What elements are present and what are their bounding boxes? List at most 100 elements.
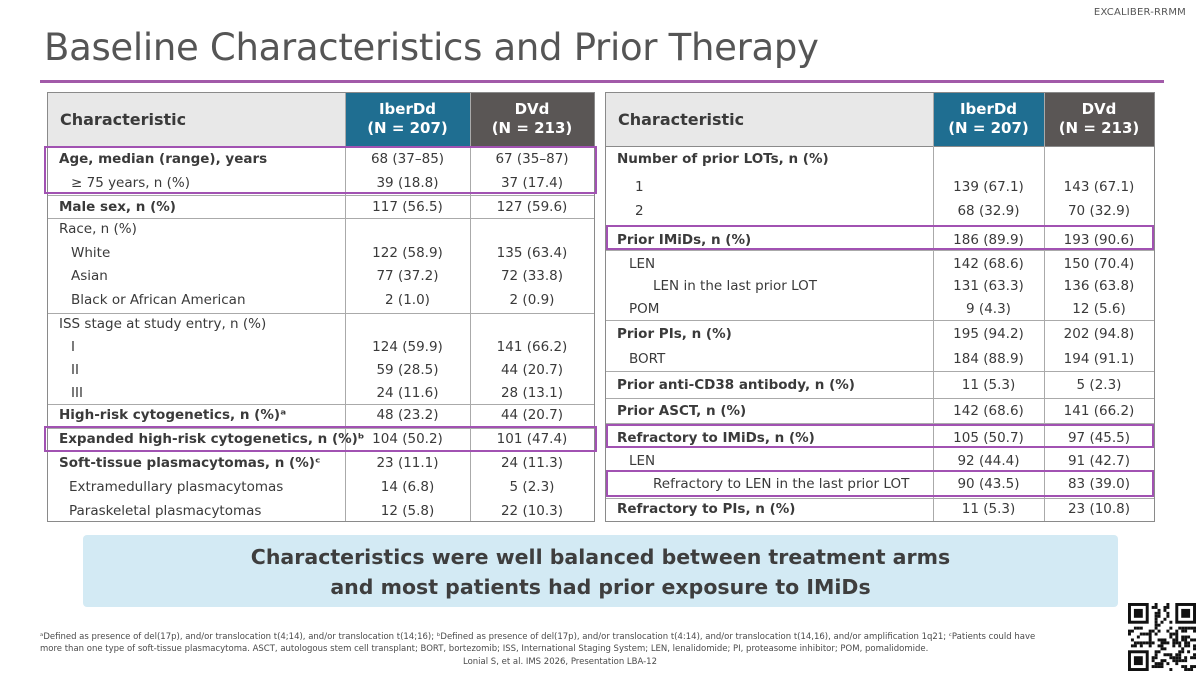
row-label: Refractory to PIs, n (%): [617, 501, 796, 517]
value-dvd: 5 (2.3): [509, 479, 555, 495]
column-divider: [933, 93, 934, 521]
row-label: III: [71, 385, 83, 401]
row-label: High-risk cytogenetics, n (%)ᵃ: [59, 407, 287, 423]
row-label: ≥ 75 years, n (%): [71, 175, 191, 191]
header-dvd-n: (N = 213): [491, 119, 573, 137]
row-label: II: [71, 362, 79, 378]
value-iberdd: 12 (5.8): [380, 503, 435, 519]
row-divider: [48, 313, 594, 314]
value-iberdd: 77 (37.2): [376, 268, 439, 284]
value-dvd: 141 (66.2): [1063, 403, 1135, 419]
value-iberdd: 122 (58.9): [372, 245, 443, 261]
highlight-box: [606, 424, 1154, 448]
row-divider: [48, 428, 594, 429]
value-iberdd: 11 (5.3): [961, 377, 1016, 393]
row-label: Refractory to IMiDs, n (%): [617, 430, 815, 446]
value-dvd: 101 (47.4): [496, 431, 568, 447]
header-iberdd-name: IberDd: [959, 100, 1018, 118]
header-characteristic: Characteristic: [606, 93, 933, 147]
value-iberdd: 105 (50.7): [953, 430, 1024, 446]
row-divider: [606, 423, 1154, 424]
value-dvd: 97 (45.5): [1067, 430, 1131, 446]
header-iberdd-name: IberDd: [378, 100, 437, 118]
value-iberdd: 14 (6.8): [380, 479, 435, 495]
value-dvd: 2 (0.9): [509, 292, 555, 308]
value-dvd: 72 (33.8): [500, 268, 564, 284]
row-label: I: [71, 339, 75, 355]
row-divider: [48, 404, 594, 405]
value-iberdd: 184 (88.9): [953, 351, 1024, 367]
value-iberdd: 139 (67.1): [953, 179, 1024, 195]
value-dvd: 202 (94.8): [1063, 326, 1135, 342]
header-iberdd: IberDd (N = 207): [933, 93, 1044, 147]
header-dvd-name: DVd: [1081, 100, 1117, 118]
row-label: 2: [635, 203, 644, 219]
row-divider: [606, 371, 1154, 372]
highlight-box: [606, 470, 1154, 497]
title-divider: [40, 80, 1164, 83]
value-dvd: 67 (35–87): [495, 151, 569, 167]
row-label: Extramedullary plasmacytomas: [69, 479, 284, 495]
value-iberdd: 90 (43.5): [957, 476, 1020, 492]
baseline-characteristics-table: Characteristic IberDd (N = 207) DVd (N =…: [44, 92, 597, 522]
value-dvd: 44 (20.7): [500, 362, 564, 378]
value-dvd: 91 (42.7): [1067, 453, 1131, 469]
row-label: Asian: [71, 268, 108, 284]
page-title: Baseline Characteristics and Prior Thera…: [44, 26, 819, 69]
citation: Lonial S, et al. IMS 2026, Presentation …: [463, 657, 657, 667]
value-iberdd: 9 (4.3): [966, 301, 1011, 317]
row-label: Paraskeletal plasmacytomas: [69, 503, 262, 519]
row-label: Prior anti-CD38 antibody, n (%): [617, 377, 855, 393]
value-iberdd: 186 (89.9): [953, 232, 1024, 248]
highlight-box: [44, 146, 597, 194]
row-label: LEN: [629, 453, 656, 469]
header-characteristic-label: Characteristic: [60, 110, 187, 129]
row-divider: [48, 218, 594, 219]
header-characteristic-label: Characteristic: [618, 110, 745, 129]
value-dvd: 136 (63.8): [1063, 278, 1135, 294]
row-label: Male sex, n (%): [59, 199, 176, 215]
value-iberdd: 11 (5.3): [961, 501, 1016, 517]
highlight-box: [44, 426, 597, 452]
header-characteristic: Characteristic: [48, 93, 345, 147]
row-label: Prior PIs, n (%): [617, 326, 732, 342]
key-takeaway-banner: Characteristics were well balanced betwe…: [83, 535, 1118, 607]
footnote-line-2: more than one type of soft-tissue plasma…: [40, 644, 929, 654]
value-dvd: 141 (66.2): [496, 339, 568, 355]
value-iberdd: 59 (28.5): [376, 362, 439, 378]
value-dvd: 23 (10.8): [1067, 501, 1131, 517]
header-dvd: DVd (N = 213): [1044, 93, 1154, 147]
value-iberdd: 23 (11.1): [376, 455, 439, 471]
header-iberdd-n: (N = 207): [367, 119, 448, 137]
value-iberdd: 24 (11.6): [376, 385, 439, 401]
row-label: BORT: [629, 351, 666, 367]
row-divider: [606, 398, 1154, 399]
header-dvd-n: (N = 213): [1058, 119, 1140, 137]
value-dvd: 143 (67.1): [1063, 179, 1135, 195]
value-iberdd: 195 (94.2): [953, 326, 1024, 342]
row-label: Prior IMiDs, n (%): [617, 232, 752, 248]
row-label: White: [71, 245, 111, 261]
row-divider: [606, 320, 1154, 321]
row-label: LEN in the last prior LOT: [653, 278, 818, 294]
row-divider: [48, 195, 594, 196]
value-iberdd: 104 (50.2): [372, 431, 443, 447]
row-label: ISS stage at study entry, n (%): [59, 316, 267, 332]
row-label: Soft-tissue plasmacytomas, n (%)ᶜ: [59, 455, 321, 471]
banner-line-1: Characteristics were well balanced betwe…: [250, 545, 951, 569]
row-label: Number of prior LOTs, n (%): [617, 151, 829, 167]
header-iberdd-n: (N = 207): [948, 119, 1029, 137]
value-dvd: 5 (2.3): [1076, 377, 1122, 393]
row-label: 1: [635, 179, 644, 195]
value-dvd: 22 (10.3): [500, 503, 564, 519]
value-dvd: 194 (91.1): [1063, 351, 1135, 367]
value-iberdd: 92 (44.4): [957, 453, 1020, 469]
prior-therapy-table: Characteristic IberDd (N = 207) DVd (N =…: [605, 92, 1155, 522]
value-iberdd: 124 (59.9): [372, 339, 443, 355]
column-divider: [345, 93, 346, 521]
value-iberdd: 117 (56.5): [372, 199, 443, 215]
column-divider: [470, 93, 471, 521]
row-label: POM: [629, 301, 660, 317]
value-dvd: 150 (70.4): [1063, 256, 1135, 272]
value-dvd: 70 (32.9): [1067, 203, 1131, 219]
